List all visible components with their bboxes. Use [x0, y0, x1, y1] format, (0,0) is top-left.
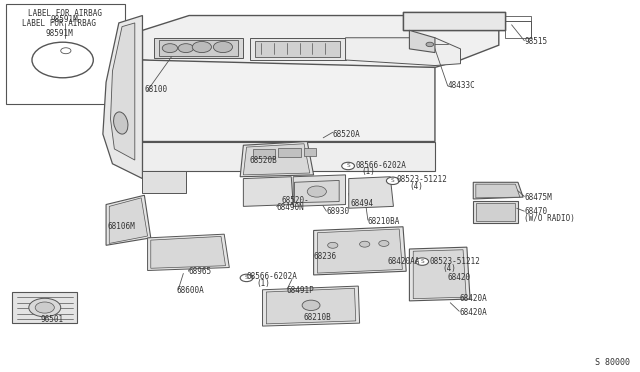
Polygon shape: [143, 60, 435, 141]
Text: 68106M: 68106M: [108, 222, 136, 231]
Text: S: S: [346, 163, 350, 169]
Text: 68520-: 68520-: [282, 196, 309, 205]
Circle shape: [307, 186, 326, 197]
Text: 68470: 68470: [524, 208, 547, 217]
Text: 68210B: 68210B: [303, 313, 331, 322]
Polygon shape: [250, 38, 346, 60]
Text: 68420: 68420: [448, 273, 471, 282]
Circle shape: [379, 240, 389, 246]
Polygon shape: [106, 195, 151, 245]
Text: (W/O RADIO): (W/O RADIO): [524, 214, 575, 223]
Text: 98591M: 98591M: [51, 16, 79, 25]
Text: 68600A: 68600A: [176, 286, 204, 295]
Text: 68100: 68100: [145, 85, 168, 94]
Circle shape: [29, 298, 61, 317]
Text: 68210BA: 68210BA: [368, 217, 400, 226]
Polygon shape: [473, 182, 523, 199]
Text: 68965: 68965: [188, 267, 212, 276]
Text: 68236: 68236: [314, 252, 337, 261]
Polygon shape: [314, 227, 406, 275]
Text: LABEL FOR AIRBAG: LABEL FOR AIRBAG: [22, 19, 97, 28]
Polygon shape: [473, 201, 518, 223]
Circle shape: [240, 274, 253, 282]
Circle shape: [35, 302, 54, 313]
Circle shape: [416, 258, 429, 265]
Polygon shape: [143, 171, 186, 193]
Text: 68491P: 68491P: [287, 286, 314, 295]
Text: 68420A: 68420A: [460, 294, 487, 303]
Text: (1): (1): [362, 167, 376, 176]
Polygon shape: [240, 141, 314, 177]
Polygon shape: [266, 288, 356, 324]
Polygon shape: [410, 31, 435, 52]
Polygon shape: [346, 38, 461, 65]
Polygon shape: [151, 236, 225, 268]
Circle shape: [213, 41, 232, 52]
Circle shape: [426, 42, 434, 46]
Polygon shape: [403, 12, 505, 31]
Text: S: S: [420, 259, 424, 264]
Polygon shape: [243, 144, 310, 175]
Polygon shape: [12, 292, 77, 323]
Circle shape: [328, 242, 338, 248]
Text: 08566-6202A: 08566-6202A: [246, 272, 298, 281]
Text: 68420AA: 68420AA: [387, 257, 419, 266]
Circle shape: [360, 241, 370, 247]
Polygon shape: [304, 148, 316, 156]
Text: 98591M: 98591M: [45, 29, 74, 38]
Text: 68520A: 68520A: [333, 129, 360, 139]
Circle shape: [178, 44, 193, 52]
Text: 48433C: 48433C: [448, 81, 476, 90]
Ellipse shape: [113, 112, 128, 134]
Polygon shape: [6, 4, 125, 105]
Circle shape: [302, 300, 320, 311]
Text: S: S: [391, 178, 395, 183]
Polygon shape: [243, 177, 293, 206]
Text: 68494: 68494: [351, 199, 374, 208]
Text: 68490N: 68490N: [276, 203, 305, 212]
Polygon shape: [317, 229, 403, 273]
Text: LABEL FOR AIRBAG: LABEL FOR AIRBAG: [28, 9, 102, 18]
Polygon shape: [476, 203, 515, 221]
Text: 68930: 68930: [326, 208, 349, 217]
Polygon shape: [413, 250, 467, 299]
Polygon shape: [278, 148, 301, 157]
Circle shape: [192, 41, 211, 52]
Text: 08566-6202A: 08566-6202A: [355, 161, 406, 170]
Polygon shape: [103, 16, 143, 179]
Text: 68420A: 68420A: [460, 308, 487, 317]
Polygon shape: [143, 141, 435, 171]
Polygon shape: [410, 247, 470, 301]
Text: 98515: 98515: [524, 37, 547, 46]
Polygon shape: [253, 149, 275, 158]
Polygon shape: [109, 198, 148, 243]
Text: S: S: [244, 275, 248, 280]
Text: 68520B: 68520B: [250, 155, 278, 164]
Circle shape: [163, 44, 177, 52]
Circle shape: [342, 162, 355, 170]
Polygon shape: [262, 286, 360, 326]
Polygon shape: [111, 23, 135, 160]
Text: (4): (4): [443, 264, 456, 273]
Polygon shape: [294, 180, 339, 203]
Polygon shape: [148, 234, 229, 270]
Text: (4): (4): [410, 182, 423, 190]
Text: S 80000: S 80000: [595, 357, 630, 366]
Text: 08523-51212: 08523-51212: [430, 257, 481, 266]
Polygon shape: [255, 41, 340, 57]
Circle shape: [387, 177, 399, 185]
Text: 96501: 96501: [40, 315, 63, 324]
Text: 08523-51212: 08523-51212: [397, 175, 447, 184]
Polygon shape: [159, 40, 238, 55]
Polygon shape: [143, 16, 499, 71]
Text: 68475M: 68475M: [524, 193, 552, 202]
Polygon shape: [476, 184, 520, 198]
Circle shape: [32, 42, 93, 78]
Polygon shape: [349, 177, 394, 208]
Polygon shape: [154, 38, 243, 58]
Polygon shape: [293, 175, 346, 206]
Text: (1): (1): [256, 279, 270, 288]
